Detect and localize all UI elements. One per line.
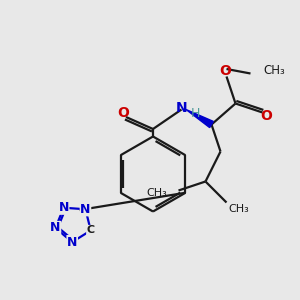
Text: CH₃: CH₃ bbox=[146, 188, 167, 198]
Text: C: C bbox=[87, 226, 95, 236]
Text: N: N bbox=[176, 101, 187, 115]
Text: N: N bbox=[50, 221, 61, 235]
Text: N: N bbox=[80, 203, 91, 216]
Text: H: H bbox=[190, 106, 200, 120]
Text: N: N bbox=[58, 201, 69, 214]
Text: N: N bbox=[67, 236, 77, 249]
Text: CH₃: CH₃ bbox=[263, 64, 285, 77]
Text: O: O bbox=[118, 106, 130, 120]
Polygon shape bbox=[186, 110, 213, 128]
Text: O: O bbox=[260, 109, 272, 122]
Text: CH₃: CH₃ bbox=[228, 203, 249, 214]
Text: O: O bbox=[219, 64, 231, 78]
